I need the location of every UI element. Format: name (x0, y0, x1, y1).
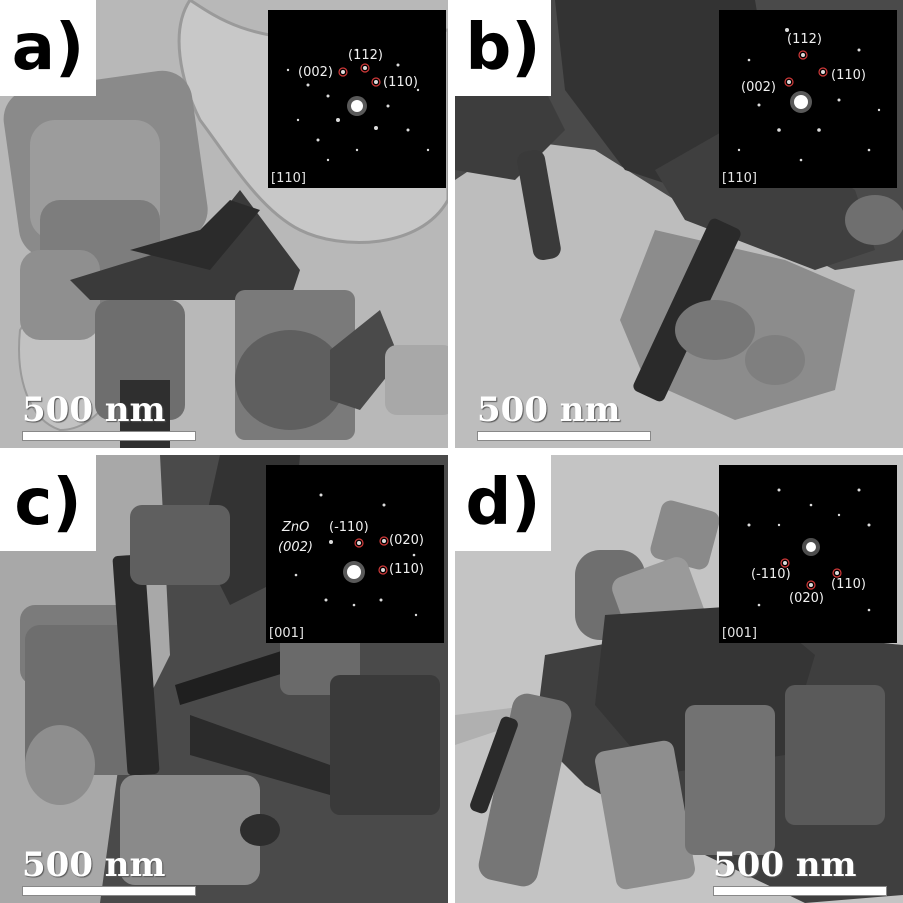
spot-label: (020) (789, 591, 824, 606)
zno-label: (002) (278, 540, 313, 555)
zone-axis-label: [110] (722, 171, 757, 186)
spot-label: (110) (831, 68, 866, 83)
spot-label: (002) (298, 65, 333, 80)
scale-bar-a: 500 nm (22, 393, 196, 441)
diffraction-pattern-b: (112) (002) (110) [110] (719, 10, 897, 188)
panel-d: d) (-110) (020) (110) [001] 500 (455, 455, 903, 903)
diffraction-spots-c (294, 493, 418, 617)
spot-label: (112) (348, 48, 383, 63)
scale-bar-line (713, 886, 887, 896)
diffraction-spots-a (286, 48, 430, 162)
spot-label: (110) (383, 75, 418, 90)
spot-label: (110) (831, 577, 866, 592)
scale-bar-label: 500 nm (22, 845, 166, 885)
panel-label-a: a) (0, 0, 96, 96)
spot-label: (112) (787, 32, 822, 47)
scale-bar-line (22, 431, 196, 441)
spot-label: (110) (389, 562, 424, 577)
spot-label: (-110) (751, 567, 791, 582)
panel-c: c) ZnO (002) (-110) (020) (110) [001 (0, 455, 448, 903)
diffraction-pattern-c: ZnO (002) (-110) (020) (110) [001] (266, 465, 444, 643)
panel-label-b: b) (455, 0, 551, 96)
scale-bar-label: 500 nm (22, 390, 166, 430)
scale-bar-d: 500 nm (713, 848, 887, 896)
panel-label-c: c) (0, 455, 96, 551)
scale-bar-line (22, 886, 196, 896)
scale-bar-line (477, 431, 651, 441)
diffraction-spots-d (747, 488, 871, 612)
scale-bar-label: 500 nm (713, 845, 857, 885)
zone-axis-label: [110] (271, 171, 306, 186)
scale-bar-label: 500 nm (477, 390, 621, 430)
spot-label: (-110) (329, 520, 369, 535)
spot-label: (020) (389, 533, 424, 548)
scale-bar-c: 500 nm (22, 848, 196, 896)
panel-a: a) (002) (112) (110) [110] (0, 0, 448, 448)
spot-label: (002) (741, 80, 776, 95)
diffraction-pattern-a: (002) (112) (110) [110] (268, 10, 446, 188)
zone-axis-label: [001] (269, 626, 304, 641)
diffraction-spots-b (737, 28, 881, 162)
scale-bar-b: 500 nm (477, 393, 651, 441)
zone-axis-label: [001] (722, 626, 757, 641)
diffraction-pattern-d: (-110) (020) (110) [001] (719, 465, 897, 643)
panel-b: b) (112) (002) (110) [110] (455, 0, 903, 448)
zno-label: ZnO (282, 520, 310, 535)
panel-label-d: d) (455, 455, 551, 551)
